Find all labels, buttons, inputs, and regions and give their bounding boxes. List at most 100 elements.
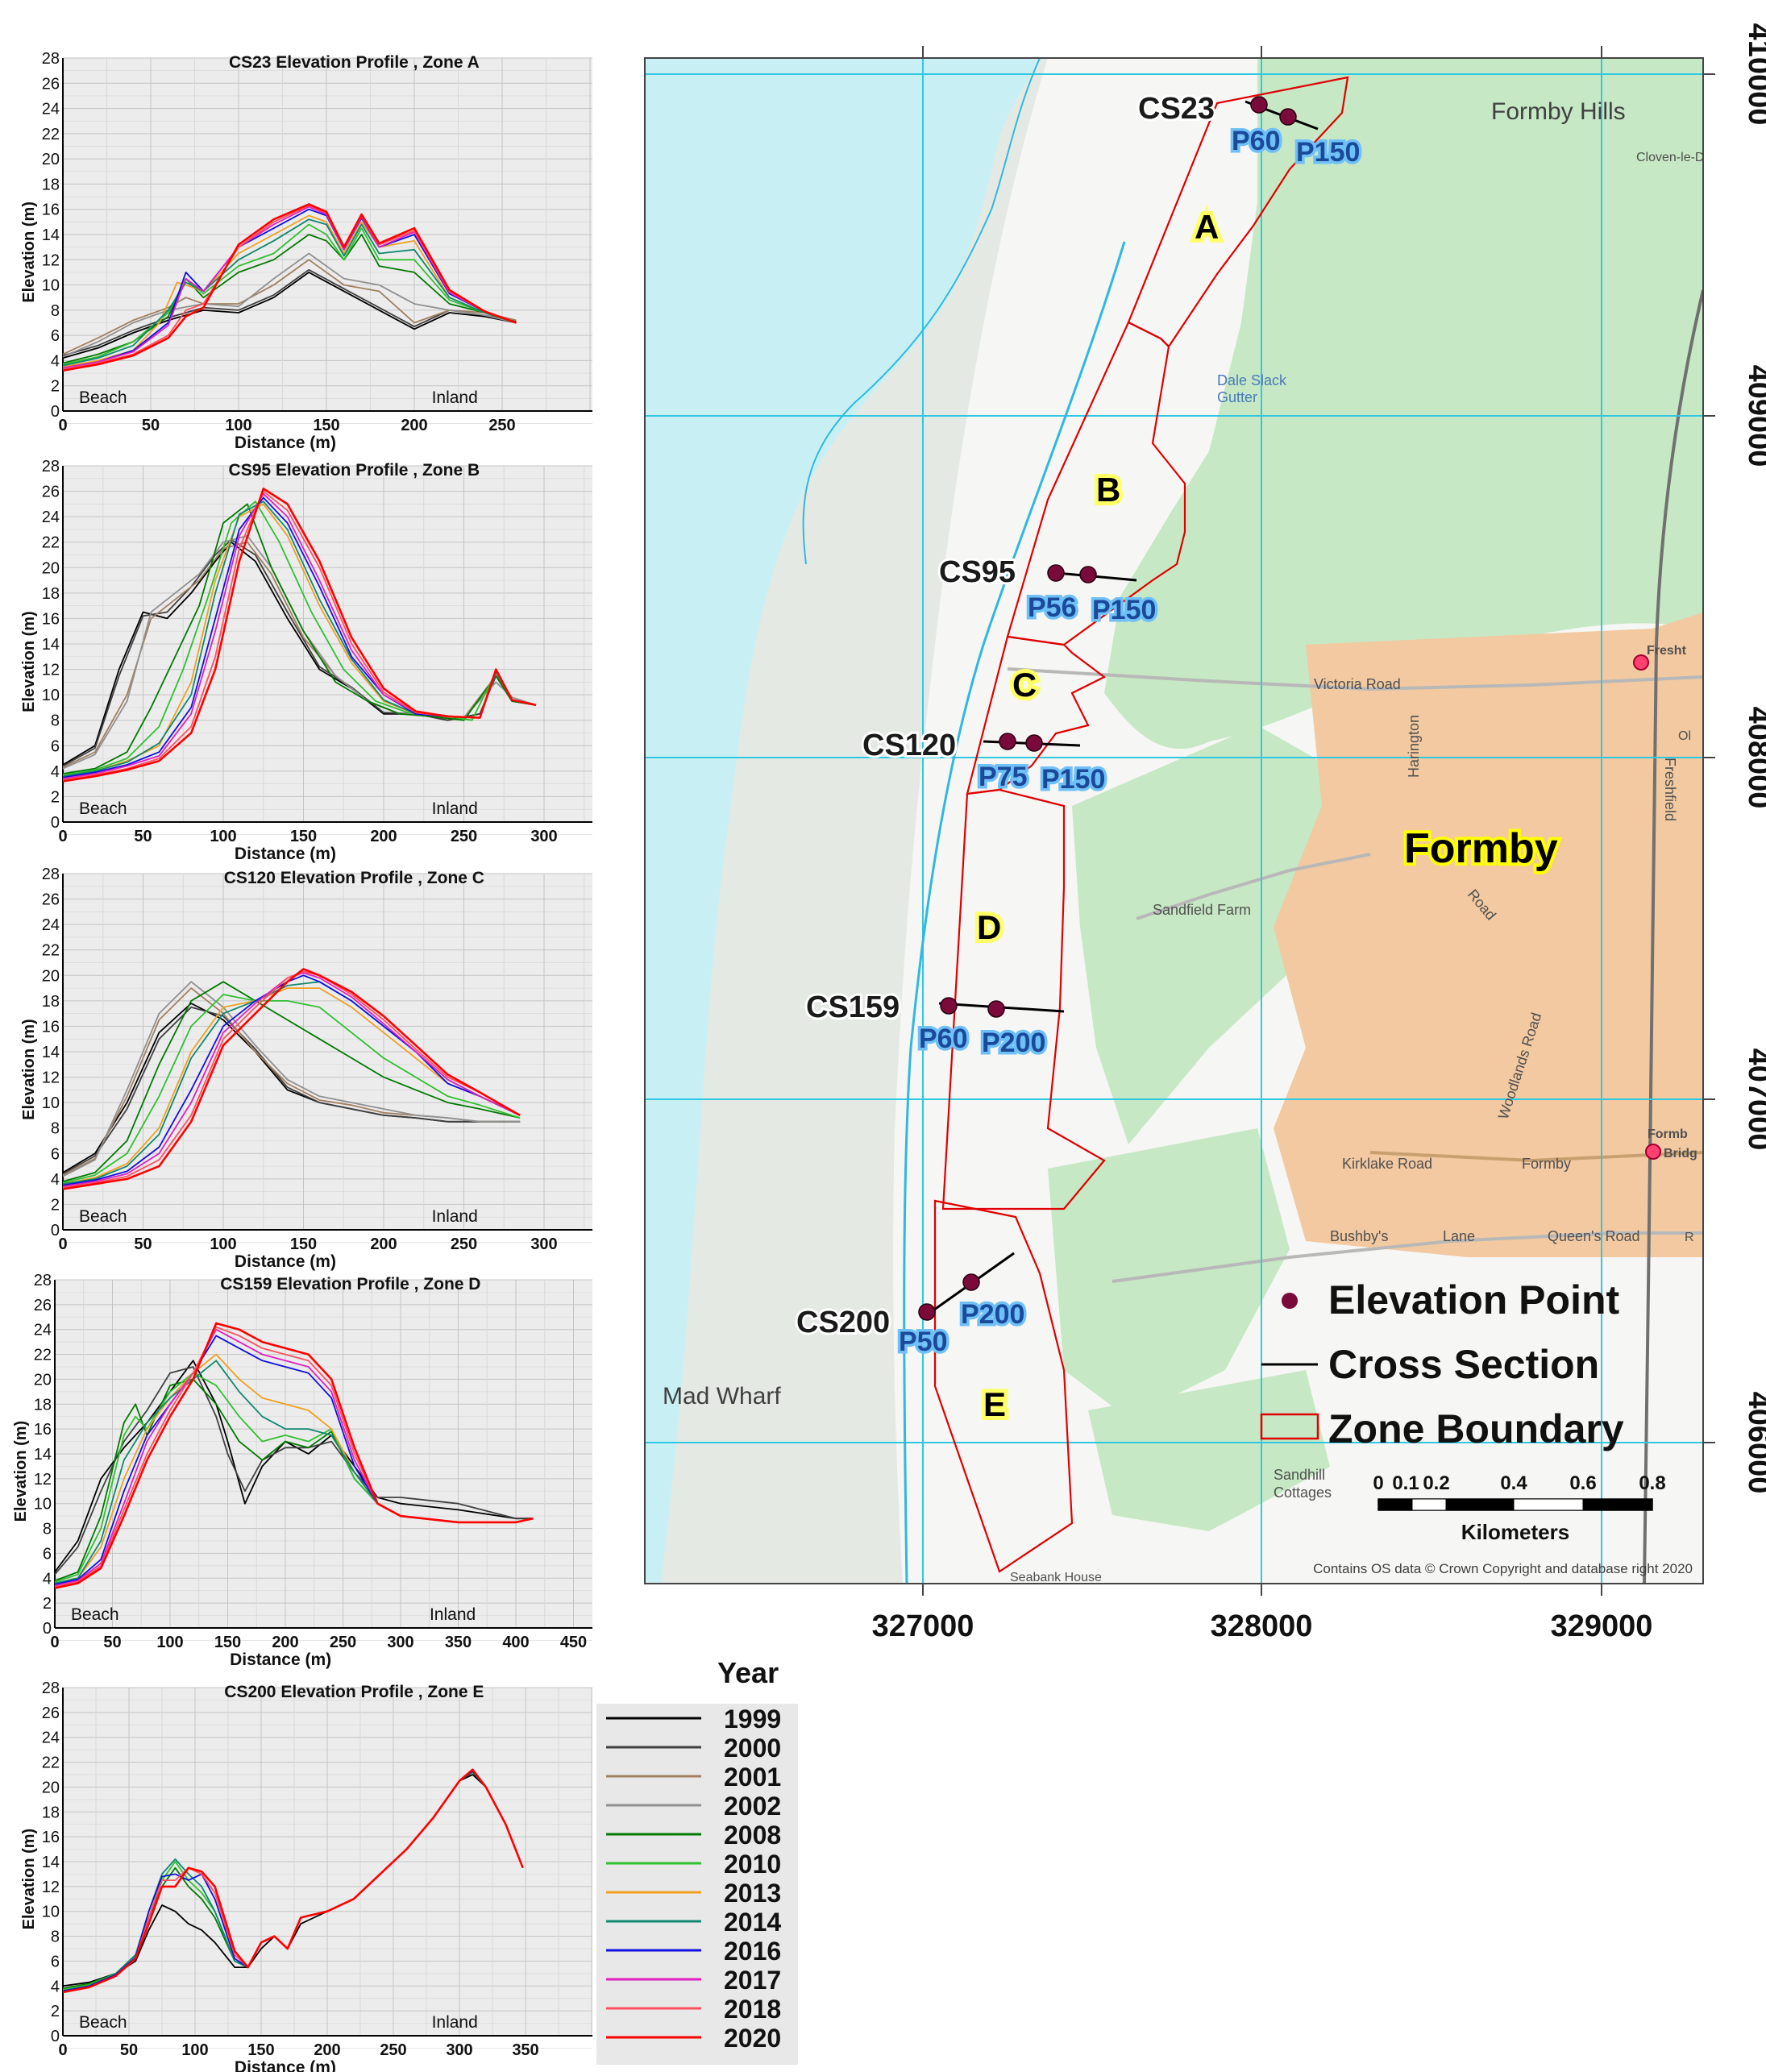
x-tick-label: 400 — [502, 1634, 529, 1651]
map-frame — [644, 57, 1704, 1584]
elevation-point-cs95-p150 — [1079, 566, 1097, 583]
cross-section-label-cs120: CS120 — [862, 729, 956, 762]
series-line-2020 — [62, 488, 537, 783]
y-tick-label: 22 — [42, 534, 60, 552]
y-tick-label: 8 — [51, 302, 60, 320]
series-line-2000 — [62, 538, 537, 767]
y-tick-label: 4 — [51, 763, 60, 781]
y-tick-label: 10 — [42, 277, 60, 295]
x-tick-label: 100 — [156, 1634, 183, 1651]
x-tick-label: 150 — [290, 828, 317, 845]
y-tick-label: 20 — [42, 559, 60, 577]
y-axis-label: Elevation (m) — [20, 1019, 38, 1120]
place-label: Harington — [1406, 715, 1422, 778]
place-label: Bridg — [1664, 1147, 1697, 1161]
zone-label-c: C — [1012, 666, 1037, 704]
x-tick-label: 200 — [370, 1235, 397, 1253]
cross-section-label-cs159: CS159 — [806, 990, 900, 1024]
y-tick-label: 4 — [51, 1171, 60, 1189]
y-tick-label: 12 — [42, 662, 60, 679]
y-tick-label: 2 — [51, 378, 60, 396]
legend-label-2002: 2002 — [724, 1792, 781, 1821]
point-label: P200 — [982, 1028, 1045, 1058]
northing-tick: 408000 — [1742, 707, 1766, 809]
y-tick-label: 8 — [51, 1120, 60, 1138]
x-tick-label: 300 — [530, 1235, 557, 1253]
scale-tick: 0.2 — [1423, 1472, 1449, 1494]
y-tick-label: 22 — [42, 942, 60, 960]
zone-boundaries — [933, 76, 1349, 1573]
x-tick-label: 50 — [120, 2041, 138, 2059]
place-label: Sandfield Farm — [1153, 902, 1251, 918]
legend-zone-boundary-label: Zone Boundary — [1328, 1406, 1624, 1451]
inland-annotation: Inland — [430, 1605, 476, 1624]
y-tick-label: 10 — [34, 1496, 52, 1514]
legend-title: Year — [717, 1656, 779, 1689]
legend-elevation-point-symbol — [1282, 1293, 1298, 1309]
legend-label-2000: 2000 — [724, 1734, 781, 1763]
legend-label-2001: 2001 — [724, 1763, 781, 1792]
x-tick-label: 50 — [134, 1235, 152, 1253]
legend-cross-section-label: Cross Section — [1328, 1342, 1599, 1387]
map-vegetation — [1088, 1370, 1330, 1531]
y-tick-label: 22 — [42, 1754, 60, 1772]
series-line-2013 — [62, 987, 521, 1185]
elevation-point-cs120-p150 — [1025, 734, 1043, 752]
x-tick-label: 300 — [446, 2041, 472, 2059]
place-label: Victoria Road — [1314, 676, 1401, 692]
chart-title: CS120 Elevation Profile , Zone C — [224, 869, 484, 887]
place-label: Kirklake Road — [1342, 1156, 1432, 1172]
point-label: P200 — [961, 1299, 1024, 1330]
place-label: Fresht — [1647, 644, 1687, 658]
y-tick-label: 14 — [42, 1854, 60, 1871]
x-tick-label: 0 — [58, 417, 67, 434]
inland-annotation: Inland — [432, 1207, 478, 1226]
elevation-point-cs95-p56 — [1047, 564, 1065, 582]
place-label: Formby Hills — [1491, 98, 1626, 125]
series-line-2016 — [62, 974, 521, 1186]
x-axis-label: Distance (m) — [230, 1651, 331, 1669]
y-tick-label: 6 — [51, 1953, 60, 1970]
zone-b-boundary — [1006, 321, 1186, 646]
y-tick-label: 0 — [43, 1620, 52, 1638]
elevation-point-cs23-p60 — [1250, 96, 1268, 114]
series-line-1999 — [54, 1360, 534, 1573]
year-legend: Year 199920002001200220082010201320142016… — [596, 1656, 798, 2065]
x-tick-label: 100 — [210, 828, 236, 845]
x-axis-label: Distance (m) — [235, 1252, 336, 1271]
x-tick-label: 0 — [58, 1235, 67, 1253]
point-label: P56 — [1028, 592, 1077, 623]
point-label: P60 — [919, 1024, 968, 1054]
point-label: P75 — [979, 762, 1028, 792]
place-label: R — [1685, 1231, 1694, 1244]
y-tick-label: 8 — [51, 712, 60, 730]
y-tick-label: 8 — [51, 1929, 60, 1946]
elevation-point-cs159-p60 — [940, 997, 958, 1015]
legend-label-2013: 2013 — [724, 1879, 781, 1908]
x-tick-label: 50 — [134, 828, 152, 845]
y-tick-label: 12 — [42, 1879, 60, 1896]
x-tick-label: 50 — [103, 1634, 121, 1651]
y-tick-label: 20 — [42, 151, 60, 168]
map-credit: Contains OS data © Crown Copyright and d… — [1313, 1561, 1693, 1576]
series-line-2014 — [62, 218, 517, 367]
inland-annotation: Inland — [432, 388, 478, 407]
y-tick-label: 4 — [43, 1570, 52, 1588]
elevation-points — [918, 96, 1297, 1321]
place-label: Sandhill — [1274, 1467, 1325, 1483]
chart-title: CS95 Elevation Profile , Zone B — [229, 461, 480, 480]
x-tick-label: 0 — [50, 1634, 59, 1651]
x-tick-label: 350 — [512, 2041, 538, 2059]
y-tick-label: 26 — [42, 75, 60, 93]
x-tick-label: 200 — [401, 417, 427, 434]
series-line-2001 — [62, 259, 517, 355]
cross-section-label-cs23: CS23 — [1138, 92, 1215, 126]
legend-label-2010: 2010 — [724, 1850, 781, 1879]
series-line-2002 — [62, 252, 517, 358]
place-label: Lane — [1443, 1228, 1475, 1244]
y-tick-label: 20 — [34, 1371, 52, 1389]
